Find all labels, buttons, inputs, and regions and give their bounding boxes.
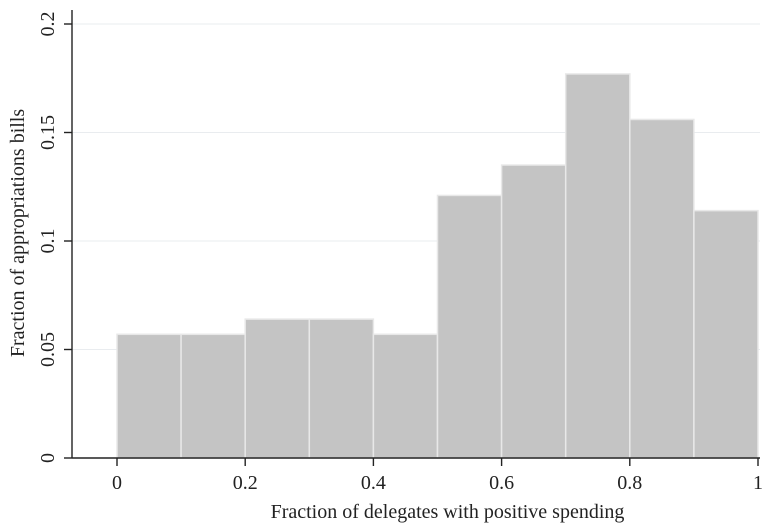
histogram-bar-9 [629, 118, 695, 459]
y-axis-ticks: 0 0.05 0.1 0.15 0.2 [37, 12, 72, 463]
histogram-bar-1 [116, 333, 182, 459]
x-tick-label-5: 1 [753, 472, 763, 494]
histogram-bar-2 [180, 333, 246, 459]
x-tick-label-4: 0.8 [617, 472, 642, 494]
x-axis-ticks: 0 0.2 0.4 0.6 0.8 1 [112, 458, 763, 494]
histogram-bar-6 [436, 194, 503, 459]
histogram-bar-3 [244, 318, 311, 459]
histogram-bar-8 [564, 73, 631, 459]
histogram-bar-10 [693, 209, 759, 459]
axes [71, 10, 760, 459]
y-tick-label-4: 0.2 [37, 12, 59, 37]
y-tick-label-3: 0.15 [37, 115, 59, 150]
y-tick-label-0: 0 [37, 453, 59, 463]
histogram-bar-7 [500, 164, 567, 459]
x-tick-label-1: 0.2 [233, 472, 258, 494]
y-axis-title: Fraction of appropriations bills [7, 109, 29, 358]
x-axis-title: Fraction of delegates with positive spen… [271, 501, 625, 523]
y-tick-label-1: 0.05 [37, 332, 59, 367]
y-tick-label-2: 0.1 [37, 229, 59, 254]
histogram-bar-5 [372, 333, 439, 459]
histogram-bars [116, 73, 759, 459]
x-tick-label-3: 0.6 [489, 472, 514, 494]
histogram-bar-4 [308, 318, 375, 459]
x-tick-label-2: 0.4 [361, 472, 386, 494]
x-tick-label-0: 0 [112, 472, 122, 494]
